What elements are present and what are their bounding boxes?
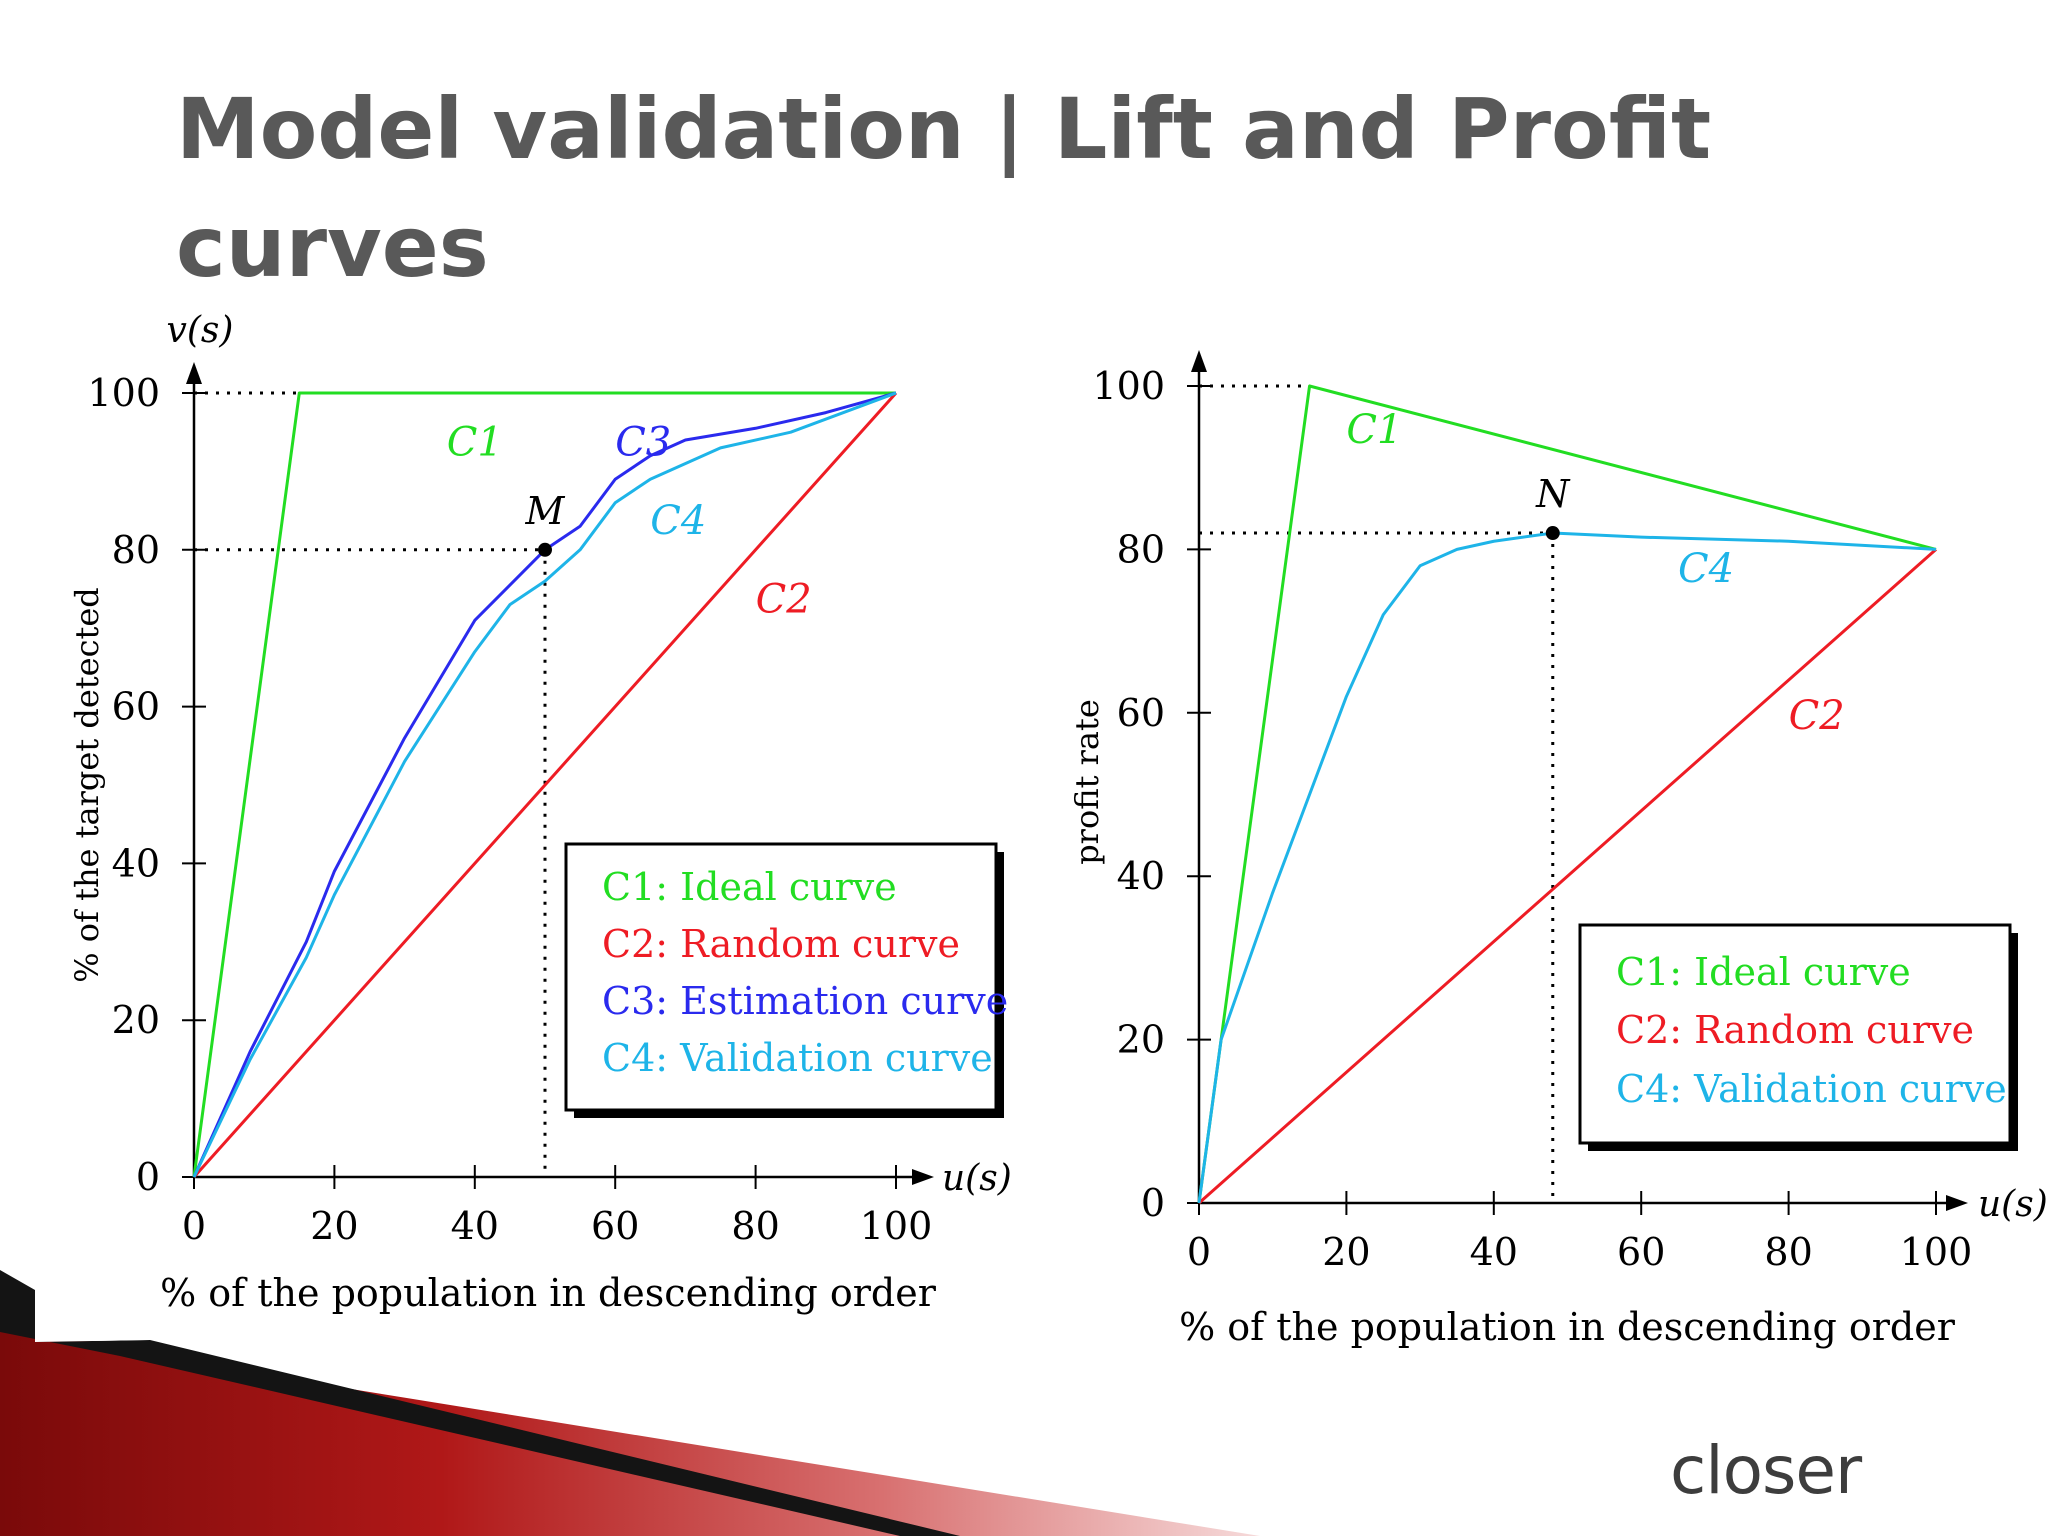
series-line-c4: [192, 391, 897, 1178]
x-tick-label: 60: [591, 1204, 639, 1248]
lift-x-axis-name: u(s): [942, 1158, 1012, 1199]
logo: closer: [1670, 1432, 1862, 1509]
x-tick-label: 60: [1617, 1230, 1665, 1274]
slide-title: Model validation | Lift and Profit curve…: [176, 80, 1712, 296]
profit-x-axis-title: % of the population in descending order: [1179, 1305, 1956, 1349]
curve-label-c1: C1: [1346, 407, 1402, 453]
curve-label-c4: C4: [650, 498, 706, 544]
profit-legend-item-c4: C4: Validation curve: [1616, 1067, 2007, 1111]
lift-legend-box: [564, 842, 998, 1112]
curve-label-c2: C2: [756, 577, 812, 623]
profit-chart-axes: [1191, 350, 1968, 1211]
profit-point-marker: [1545, 526, 1560, 541]
lift-curve-labels: C1 C2 C3 C4: [447, 420, 812, 623]
y-tick-label: 40: [1117, 854, 1165, 898]
profit-chart: 0 20 40 60 80 100 0 20 40 60 80 100 C1 C2 C4 N profit…: [1068, 350, 2048, 1349]
series-line-c2: [1198, 548, 1937, 1205]
lift-series: [192, 391, 898, 1179]
x-tick-label: 20: [310, 1204, 358, 1248]
x-tick-label: 40: [451, 1204, 499, 1248]
lift-y-axis-top-label: v(s): [167, 310, 234, 351]
profit-guides: [1199, 384, 1555, 1203]
lift-y-axis-title: % of the target detected: [68, 587, 106, 983]
lift-y-axis-arrow: [186, 362, 202, 384]
profit-legend-item-c1: C1: Ideal curve: [1616, 950, 1911, 994]
x-tick-label: 20: [1322, 1230, 1370, 1274]
lift-x-axis-title: % of the population in descending order: [160, 1271, 937, 1315]
profit-y-axis-arrow: [1191, 350, 1207, 372]
lift-legend-item-c4: C4: Validation curve: [602, 1036, 993, 1080]
lift-x-axis-arrow: [912, 1169, 934, 1185]
y-tick-label: 40: [112, 841, 160, 885]
profit-legend-item-c2: C2: Random curve: [1616, 1008, 1974, 1052]
x-tick-label: 80: [731, 1204, 779, 1248]
series-line-c1: [192, 391, 896, 1178]
lift-point-label: M: [525, 489, 566, 533]
x-tick-label: 100: [1900, 1230, 1973, 1274]
lift-legend-item-c1: C1: Ideal curve: [602, 865, 897, 909]
decor-band-white: [35, 1290, 150, 1342]
profit-x-axis-name: u(s): [1978, 1184, 2048, 1225]
y-tick-label: 0: [1141, 1181, 1165, 1225]
x-tick-label: 0: [1187, 1230, 1211, 1274]
profit-legend: C1: Ideal curve C2: Random curve C4: Val…: [1578, 923, 2018, 1151]
lift-point-marker: [538, 542, 552, 557]
profit-point-label: N: [1535, 472, 1571, 516]
y-tick-label: 100: [1092, 364, 1165, 408]
curve-label-c4: C4: [1678, 546, 1734, 592]
lift-ticks: 0 20 40 60 80 100 0 20 40 60 80 100: [87, 371, 932, 1248]
profit-curve-labels: C1 C2 C4: [1346, 407, 1844, 739]
lift-legend-item-c2: C2: Random curve: [602, 922, 960, 966]
profit-ticks: 0 20 40 60 80 100 0 20 40 60 80 100: [1092, 364, 1972, 1274]
y-tick-label: 80: [1117, 527, 1165, 571]
x-tick-label: 80: [1764, 1230, 1812, 1274]
profit-x-axis-arrow: [1946, 1195, 1968, 1211]
series-line-c3: [192, 391, 897, 1178]
y-tick-label: 20: [1117, 1018, 1165, 1062]
y-tick-label: 100: [87, 371, 160, 415]
y-tick-label: 60: [112, 685, 160, 729]
profit-y-axis-title: profit rate: [1068, 699, 1106, 865]
series-line-c4: [1197, 531, 1937, 1204]
y-tick-label: 80: [112, 528, 160, 572]
lift-chart-axes: [186, 362, 934, 1185]
profit-series: [1197, 384, 1937, 1205]
curve-label-c3: C3: [615, 420, 671, 466]
logo-text: closer: [1670, 1432, 1862, 1509]
profit-legend-box: [1578, 923, 2012, 1145]
lift-legend: C1: Ideal curve C2: Random curve C3: Est…: [564, 842, 1008, 1118]
series-line-c1: [1197, 384, 1937, 1204]
curve-label-c2: C2: [1789, 693, 1845, 739]
x-tick-label: 100: [860, 1204, 933, 1248]
y-tick-label: 20: [112, 998, 160, 1042]
x-tick-label: 0: [182, 1204, 206, 1248]
y-tick-label: 60: [1117, 691, 1165, 735]
decor-band: [0, 1270, 1260, 1536]
lift-chart: 0 20 40 60 80 100 0 20 40 60 80 100 C1 C2 C3 C4 M v(s)…: [68, 310, 1012, 1315]
series-line-c2: [192, 391, 898, 1179]
y-tick-label: 0: [136, 1155, 160, 1199]
decor-band-red: [0, 1290, 1260, 1536]
x-tick-label: 40: [1470, 1230, 1518, 1274]
lift-legend-item-c3: C3: Estimation curve: [602, 979, 1008, 1023]
curve-label-c1: C1: [447, 420, 503, 466]
